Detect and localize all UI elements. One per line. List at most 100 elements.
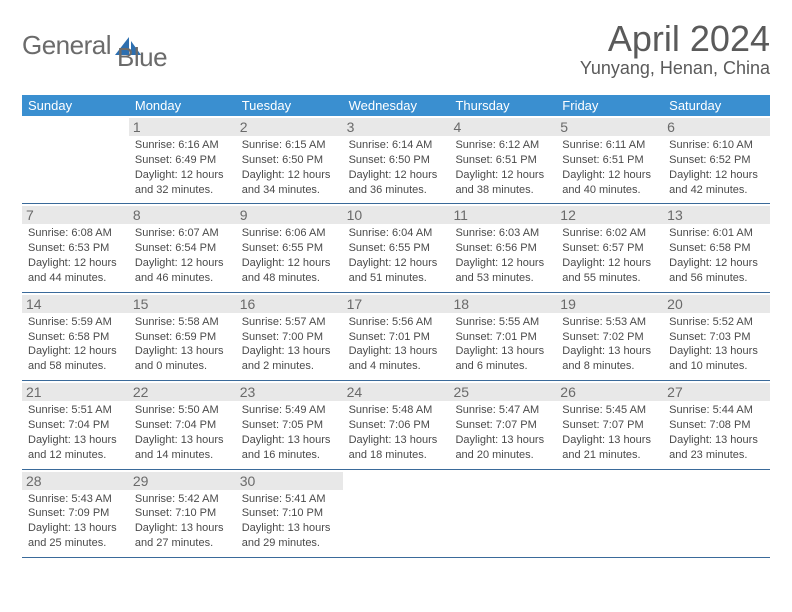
day-cell: 26Sunrise: 5:45 AMSunset: 7:07 PMDayligh… [556,381,663,468]
day-cell: 29 Sunrise: 5:42 AMSunset: 7:10 PMDayligh… [129,470,236,557]
day-info: Sunrise: 5:59 AMSunset: 6:58 PMDaylight:… [28,315,123,374]
day-cell: 18 Sunrise: 5:55 AMSunset: 7:01 PMDayligh… [449,293,556,380]
day-number: 16 [236,295,343,313]
day-number: 8 [129,206,236,224]
day-number: 5 [556,118,663,136]
day-number: 24 [343,383,450,401]
day-header-sunday: Sunday [22,95,129,116]
day-info: Sunrise: 5:49 AMSunset: 7:05 PMDaylight:… [242,403,337,462]
day-cell: 25 Sunrise: 5:47 AMSunset: 7:07 PMDayligh… [449,381,556,468]
day-info: Sunrise: 5:47 AMSunset: 7:07 PMDaylight:… [455,403,550,462]
day-info: Sunrise: 6:08 AMSunset: 6:53 PMDaylight:… [28,226,123,285]
day-cell: 7 Sunrise: 6:08 AMSunset: 6:53 PMDaylight… [22,204,129,291]
brand-logo: General Blue [22,18,167,73]
day-info: Sunrise: 5:50 AMSunset: 7:04 PMDaylight:… [135,403,230,462]
day-cell: 19 Sunrise: 5:53 AMSunset: 7:02 PMDayligh… [556,293,663,380]
day-cell [449,470,556,557]
day-info: Sunrise: 6:10 AMSunset: 6:52 PMDaylight:… [669,138,764,197]
day-header-monday: Monday [129,95,236,116]
day-number: 30 [236,472,343,490]
day-cell: 15 Sunrise: 5:58 AMSunset: 6:59 PMDayligh… [129,293,236,380]
day-number: 14 [22,295,129,313]
brand-text-1: General [22,30,111,61]
month-title: April 2024 [580,18,770,60]
weeks-container: 1 Sunrise: 6:16 AMSunset: 6:49 PMDaylight… [22,116,770,558]
day-cell [556,470,663,557]
day-info: Sunrise: 5:44 AMSunset: 7:08 PMDaylight:… [669,403,764,462]
day-number: 25 [449,383,556,401]
week-row: 28 Sunrise: 5:43 AMSunset: 7:09 PMDayligh… [22,470,770,558]
calendar: SundayMondayTuesdayWednesdayThursdayFrid… [22,95,770,558]
day-cell: 6 Sunrise: 6:10 AMSunset: 6:52 PMDaylight… [663,116,770,203]
day-header-saturday: Saturday [663,95,770,116]
day-number: 13 [663,206,770,224]
day-number: 2 [236,118,343,136]
day-info: Sunrise: 6:03 AMSunset: 6:56 PMDaylight:… [455,226,550,285]
day-cell: 13 Sunrise: 6:01 AMSunset: 6:58 PMDayligh… [663,204,770,291]
day-number: 7 [22,206,129,224]
day-cell: 8 Sunrise: 6:07 AMSunset: 6:54 PMDaylight… [129,204,236,291]
day-info: Sunrise: 5:48 AMSunset: 7:06 PMDaylight:… [349,403,444,462]
day-number: 29 [129,472,236,490]
day-cell: 17Sunrise: 5:56 AMSunset: 7:01 PMDayligh… [343,293,450,380]
day-cell: 4Sunrise: 6:12 AMSunset: 6:51 PMDaylight… [449,116,556,203]
day-info: Sunrise: 6:02 AMSunset: 6:57 PMDaylight:… [562,226,657,285]
day-info: Sunrise: 5:52 AMSunset: 7:03 PMDaylight:… [669,315,764,374]
day-info: Sunrise: 5:58 AMSunset: 6:59 PMDaylight:… [135,315,230,374]
day-cell: 3Sunrise: 6:14 AMSunset: 6:50 PMDaylight… [343,116,450,203]
day-number: 20 [663,295,770,313]
day-number: 15 [129,295,236,313]
day-cell: 9 Sunrise: 6:06 AMSunset: 6:55 PMDaylight… [236,204,343,291]
day-info: Sunrise: 5:53 AMSunset: 7:02 PMDaylight:… [562,315,657,374]
day-info: Sunrise: 6:07 AMSunset: 6:54 PMDaylight:… [135,226,230,285]
day-number: 1 [129,118,236,136]
day-number: 18 [449,295,556,313]
day-cell: 27 Sunrise: 5:44 AMSunset: 7:08 PMDayligh… [663,381,770,468]
day-cell: 21Sunrise: 5:51 AMSunset: 7:04 PMDayligh… [22,381,129,468]
day-cell: 16 Sunrise: 5:57 AMSunset: 7:00 PMDayligh… [236,293,343,380]
day-cell: 22 Sunrise: 5:50 AMSunset: 7:04 PMDayligh… [129,381,236,468]
day-info: Sunrise: 5:51 AMSunset: 7:04 PMDaylight:… [28,403,123,462]
day-number: 6 [663,118,770,136]
day-info: Sunrise: 5:56 AMSunset: 7:01 PMDaylight:… [349,315,444,374]
day-cell [343,470,450,557]
day-info: Sunrise: 5:42 AMSunset: 7:10 PMDaylight:… [135,492,230,551]
day-cell: 14 Sunrise: 5:59 AMSunset: 6:58 PMDayligh… [22,293,129,380]
day-header-row: SundayMondayTuesdayWednesdayThursdayFrid… [22,95,770,116]
day-number: 22 [129,383,236,401]
day-cell [663,470,770,557]
day-info: Sunrise: 5:41 AMSunset: 7:10 PMDaylight:… [242,492,337,551]
day-number: 3 [343,118,450,136]
day-cell: 11 Sunrise: 6:03 AMSunset: 6:56 PMDayligh… [449,204,556,291]
day-number: 10 [343,206,450,224]
week-row: 7 Sunrise: 6:08 AMSunset: 6:53 PMDaylight… [22,204,770,292]
day-info: Sunrise: 5:57 AMSunset: 7:00 PMDaylight:… [242,315,337,374]
day-cell: 20 Sunrise: 5:52 AMSunset: 7:03 PMDayligh… [663,293,770,380]
day-info: Sunrise: 6:04 AMSunset: 6:55 PMDaylight:… [349,226,444,285]
day-info: Sunrise: 6:15 AMSunset: 6:50 PMDaylight:… [242,138,337,197]
day-header-thursday: Thursday [449,95,556,116]
day-info: Sunrise: 6:06 AMSunset: 6:55 PMDaylight:… [242,226,337,285]
day-cell: 5 Sunrise: 6:11 AMSunset: 6:51 PMDaylight… [556,116,663,203]
day-cell: 1 Sunrise: 6:16 AMSunset: 6:49 PMDaylight… [129,116,236,203]
day-cell [22,116,129,203]
day-number: 27 [663,383,770,401]
week-row: 1 Sunrise: 6:16 AMSunset: 6:49 PMDaylight… [22,116,770,204]
day-info: Sunrise: 5:43 AMSunset: 7:09 PMDaylight:… [28,492,123,551]
day-info: Sunrise: 6:16 AMSunset: 6:49 PMDaylight:… [135,138,230,197]
day-cell: 23 Sunrise: 5:49 AMSunset: 7:05 PMDayligh… [236,381,343,468]
brand-text-2: Blue [117,42,167,73]
day-number: 11 [449,206,556,224]
day-number: 28 [22,472,129,490]
day-number: 26 [556,383,663,401]
day-info: Sunrise: 6:11 AMSunset: 6:51 PMDaylight:… [562,138,657,197]
day-info: Sunrise: 6:01 AMSunset: 6:58 PMDaylight:… [669,226,764,285]
day-header-friday: Friday [556,95,663,116]
day-cell: 12Sunrise: 6:02 AMSunset: 6:57 PMDayligh… [556,204,663,291]
day-number: 23 [236,383,343,401]
day-number: 9 [236,206,343,224]
location-text: Yunyang, Henan, China [580,58,770,79]
day-info: Sunrise: 5:55 AMSunset: 7:01 PMDaylight:… [455,315,550,374]
day-cell: 2 Sunrise: 6:15 AMSunset: 6:50 PMDaylight… [236,116,343,203]
day-number: 19 [556,295,663,313]
